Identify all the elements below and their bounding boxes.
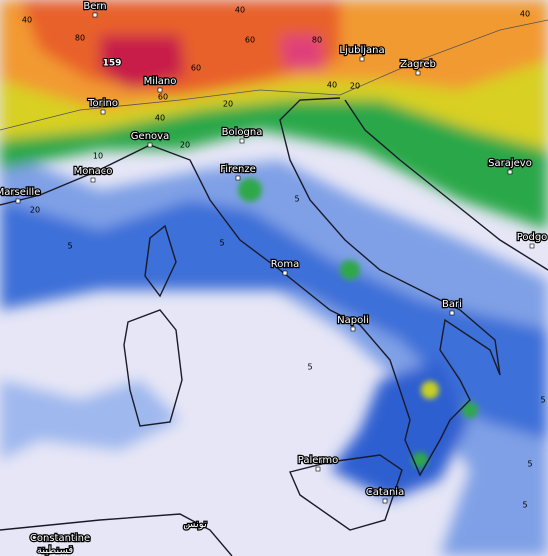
contour-label: 60 xyxy=(191,64,201,73)
contour-label: 80 xyxy=(312,36,322,45)
contour-label: 5 xyxy=(294,195,299,204)
contour-label: 5 xyxy=(219,239,224,248)
city-marker xyxy=(235,175,241,181)
city-label: Monaco xyxy=(74,166,113,177)
city-marker xyxy=(157,87,163,93)
city-label: Genova xyxy=(131,131,169,142)
contour-label: 40 xyxy=(327,81,337,90)
contour-label: 60 xyxy=(245,36,255,45)
city-label: قسنطينة xyxy=(37,545,74,556)
contour-label: 20 xyxy=(350,82,360,91)
contour-label: 40 xyxy=(155,114,165,123)
coastlines xyxy=(0,19,548,556)
city-marker xyxy=(449,310,455,316)
city-label: Catania xyxy=(366,487,404,498)
city-marker xyxy=(315,466,321,472)
city-label: Zagreb xyxy=(400,59,436,70)
city-label: Bologna xyxy=(222,127,263,138)
city-marker xyxy=(147,142,153,148)
city-label: Torino xyxy=(87,98,118,109)
city-marker xyxy=(415,70,421,76)
city-label: Bari xyxy=(442,299,462,310)
city-label: Ljubljana xyxy=(339,45,384,56)
city-label: Podgo xyxy=(517,232,548,243)
convective-cells xyxy=(238,178,478,468)
contour-label: 40 xyxy=(22,16,32,25)
contour-label: 80 xyxy=(75,34,85,43)
contour-label: 60 xyxy=(158,93,168,102)
city-marker xyxy=(100,109,106,115)
city-label: Bern xyxy=(83,1,106,12)
contour-label: 20 xyxy=(223,100,233,109)
city-label: Roma xyxy=(271,259,300,270)
contour-label: 5 xyxy=(540,396,545,405)
city-marker xyxy=(90,177,96,183)
city-marker xyxy=(92,12,98,18)
city-marker xyxy=(359,56,365,62)
city-marker xyxy=(239,138,245,144)
city-label: تونس xyxy=(183,519,207,530)
contour-label: 5 xyxy=(522,501,527,510)
city-label: Marseille xyxy=(0,187,40,198)
city-label: Firenze xyxy=(220,164,256,175)
contour-label: 5 xyxy=(527,460,532,469)
contour-label: 20 xyxy=(180,141,190,150)
contour-label: 10 xyxy=(93,152,103,161)
city-marker xyxy=(382,498,388,504)
city-label: Palermo xyxy=(298,455,338,466)
city-marker xyxy=(15,198,21,204)
city-marker xyxy=(529,243,535,249)
city-label: Constantine xyxy=(30,533,90,544)
city-marker xyxy=(282,270,288,276)
city-marker xyxy=(350,326,356,332)
city-marker xyxy=(507,169,513,175)
contour-label: 20 xyxy=(30,206,40,215)
contour-label: 40 xyxy=(520,10,530,19)
city-label: Milano xyxy=(144,76,177,87)
contour-label: 5 xyxy=(307,363,312,372)
city-label: Sarajevo xyxy=(488,158,532,169)
city-label: Napoli xyxy=(337,315,369,326)
contour-label: 40 xyxy=(235,6,245,15)
max-value-label: 159 xyxy=(103,59,122,69)
contour-label: 5 xyxy=(67,242,72,251)
